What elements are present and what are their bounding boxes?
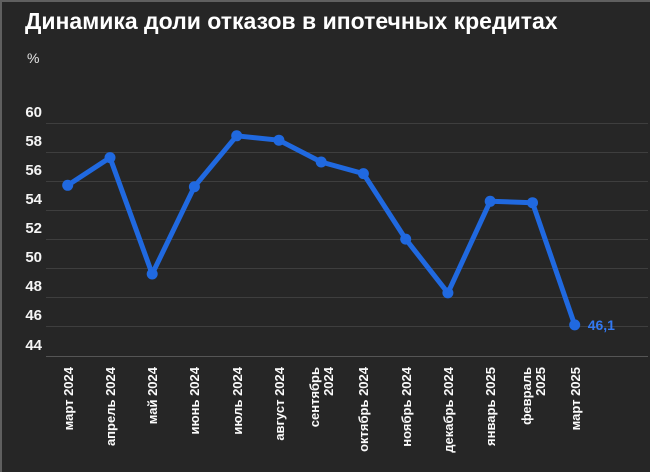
gridline bbox=[46, 297, 648, 299]
x-axis-label-text: ноябрь 2024 bbox=[398, 367, 414, 447]
gridline bbox=[46, 210, 648, 211]
y-axis-label: 50 bbox=[25, 249, 42, 267]
x-axis-label-text: март 2024 bbox=[60, 367, 76, 431]
data-point bbox=[273, 134, 285, 146]
x-axis-label-text: декабрь 2024 bbox=[440, 367, 456, 453]
data-point bbox=[442, 287, 454, 299]
gridline bbox=[46, 180, 648, 182]
x-axis-label-text: февраль 2025 bbox=[518, 367, 548, 425]
x-axis-label-text: август 2024 bbox=[271, 367, 287, 441]
x-axis-label-text: сентябрь 2024 bbox=[307, 367, 337, 428]
data-point bbox=[569, 319, 581, 331]
x-axis-label-text: март 2025 bbox=[567, 367, 583, 431]
x-axis-label-text: июнь 2024 bbox=[187, 367, 203, 435]
data-point bbox=[104, 152, 116, 164]
gridline bbox=[46, 326, 648, 328]
data-point bbox=[231, 130, 243, 142]
gridline bbox=[46, 151, 648, 153]
y-axis-label: 46 bbox=[25, 307, 42, 325]
data-point bbox=[146, 268, 158, 280]
gridline bbox=[46, 122, 648, 124]
y-axis-label: 56 bbox=[25, 161, 42, 179]
gridline bbox=[46, 268, 648, 270]
y-axis-label: 60 bbox=[25, 103, 42, 121]
y-axis-label: 54 bbox=[25, 191, 42, 208]
data-point bbox=[315, 156, 327, 168]
last-value-label: 46,1 bbox=[587, 316, 615, 333]
x-axis-label-text: октябрь 2024 bbox=[356, 367, 372, 452]
data-point bbox=[527, 197, 538, 209]
x-axis-label-text: июль 2024 bbox=[229, 367, 245, 435]
data-point bbox=[357, 168, 369, 180]
y-axis-label: 58 bbox=[25, 132, 42, 150]
y-axis-unit-label: % bbox=[27, 50, 40, 66]
x-axis-label-text: апрель 2024 bbox=[103, 367, 118, 447]
gridline bbox=[46, 239, 648, 241]
data-point bbox=[484, 195, 496, 207]
data-point bbox=[188, 181, 200, 193]
data-point bbox=[400, 233, 412, 245]
chart-title: Динамика доли отказов в ипотечных кредит… bbox=[25, 8, 558, 34]
x-axis-label-text: январь 2025 bbox=[483, 367, 499, 446]
y-axis-label: 44 bbox=[25, 336, 42, 354]
x-axis-label-text: май 2024 bbox=[145, 367, 161, 425]
data-point bbox=[62, 179, 74, 191]
y-axis-label: 52 bbox=[25, 220, 42, 238]
gridline bbox=[46, 355, 648, 357]
y-axis-label: 48 bbox=[25, 278, 42, 296]
